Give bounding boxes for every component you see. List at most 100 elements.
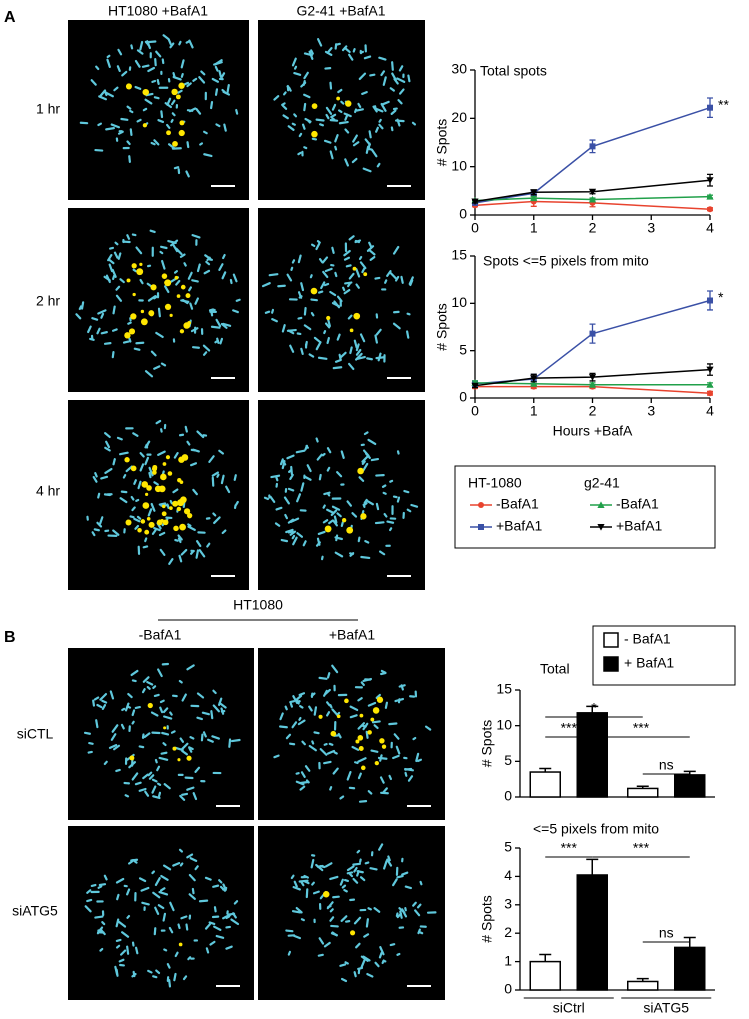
mitochondrion [373,724,379,730]
mitochondrion [152,975,158,979]
mitochondrion [151,79,157,83]
mitochondrion [343,112,352,118]
mitochondrion [192,77,198,82]
mitochondrion [273,754,280,759]
mitochondrion [395,912,399,918]
mitochondrion [269,495,276,504]
mitochondrion [392,754,400,760]
mitochondrion [289,473,294,481]
mitochondrion [121,707,126,712]
mitochondrion [325,106,333,115]
mitochondrion [310,243,316,248]
mitochondrion [329,704,333,709]
mitochondrion [363,933,370,938]
y-tick-label: 1 [504,952,512,968]
mitochondrion [336,711,341,716]
spot [131,263,137,269]
mitochondrion [163,783,171,790]
micrograph [68,20,249,200]
mitochondrion [311,137,318,141]
mitochondrion [136,515,142,520]
spot [164,280,169,285]
mitochondrion [211,77,220,83]
mitochondrion [155,331,164,339]
spot [145,492,149,496]
mitochondrion [337,109,343,114]
x-tick-label: 3 [647,403,655,419]
mitochondrion [374,521,385,525]
mitochondrion [130,858,139,862]
spot [311,103,318,109]
legend-label: -BafA1 [616,496,659,512]
significance-label: ns [659,757,674,773]
mitochondrion [386,520,395,524]
mitochondrion [225,485,231,494]
marker [530,189,538,196]
mitochondrion [188,746,193,753]
mitochondrion [334,134,339,143]
mitochondrion [387,855,391,862]
mitochondrion [169,901,175,912]
mitochondrion [336,295,343,303]
mitochondrion [153,526,161,532]
mitochondrion [154,906,160,915]
mitochondrion [404,767,413,771]
mitochondrion [416,903,422,909]
y-tick-label: 5 [459,341,467,357]
mitochondrion [347,362,355,371]
mitochondrion [339,795,345,800]
mitochondrion [186,664,195,671]
mitochondrion [293,72,302,76]
mitochondrion [128,337,132,343]
mitochondrion [348,872,354,878]
mitochondrion [211,471,219,477]
mitochondrion [174,538,179,542]
mitochondrion [296,532,304,538]
mitochondrion [386,858,393,867]
bar [576,874,608,991]
mitochondrion [147,969,153,974]
mitochondrion [330,113,337,119]
legend-group: g2-41 [584,475,620,491]
mitochondrion [116,65,121,73]
mitochondrion [299,780,310,785]
mitochondrion [218,449,225,455]
mitochondrion [303,306,307,316]
spot [136,268,144,276]
spot [158,485,166,493]
mitochondrion [188,107,197,113]
mitochondrion [160,428,163,433]
series-line [474,200,711,210]
spot [179,120,185,126]
mitochondrion [138,877,147,883]
mitochondrion [199,142,204,146]
mitochondrion [367,790,373,795]
mitochondrion [373,907,381,913]
mitochondrion [378,118,382,123]
y-axis-label: # Spots [479,895,495,942]
spot [360,765,366,771]
marker [588,188,597,196]
mitochondrion [353,866,358,873]
mitochondrion [186,82,192,88]
mitochondrion [375,328,382,336]
mitochondrion [131,720,135,725]
micrograph [68,826,254,1000]
mitochondrion [232,309,239,314]
mitochondrion [326,711,331,717]
mitochondrion [178,554,183,563]
mitochondrion [127,321,132,325]
mitochondrion [320,281,326,290]
mitochondrion [358,72,367,81]
mitochondrion [153,139,160,146]
mitochondrion [161,731,170,736]
mitochondrion [357,772,362,780]
mitochondrion [113,744,121,751]
spot [357,735,364,741]
bar [627,787,659,798]
mitochondrion [190,550,195,555]
mitochondrion [374,961,380,968]
mitochondrion [297,316,303,320]
mitochondrion [155,50,162,58]
mitochondrion [210,325,221,329]
